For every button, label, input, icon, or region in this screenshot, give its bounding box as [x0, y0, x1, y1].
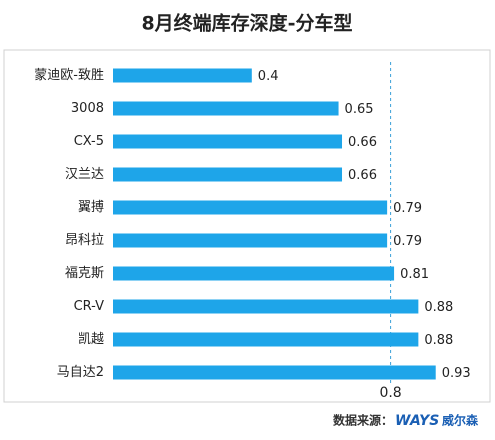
category-label: 凯越 — [78, 332, 104, 347]
category-label: 马自达2 — [57, 365, 104, 380]
value-label: 0.88 — [424, 333, 453, 348]
bar — [113, 167, 343, 182]
category-label: 汉兰达 — [65, 167, 104, 182]
bar — [113, 266, 395, 281]
reference-label: 0.8 — [379, 385, 401, 401]
value-label: 0.65 — [345, 102, 374, 117]
bar — [113, 134, 343, 149]
bar — [113, 299, 419, 314]
chart-title: 8月终端库存深度-分车型 — [141, 12, 352, 35]
bar — [113, 200, 388, 215]
source-brand: WAYS — [395, 413, 439, 429]
value-label: 0.88 — [424, 300, 453, 315]
value-label: 0.4 — [258, 69, 279, 84]
category-label: 福克斯 — [65, 266, 104, 281]
bar — [113, 68, 252, 83]
bar — [113, 332, 419, 347]
source-name: 威尔森 — [442, 413, 479, 428]
value-label: 0.66 — [348, 168, 377, 183]
value-label: 0.79 — [393, 201, 422, 216]
category-label: CR-V — [74, 299, 105, 314]
bar — [113, 233, 388, 248]
value-label: 0.93 — [442, 366, 471, 381]
category-label: 昂科拉 — [65, 233, 104, 248]
bar — [113, 365, 436, 380]
value-label: 0.79 — [393, 234, 422, 249]
value-label: 0.66 — [348, 135, 377, 150]
bar — [113, 101, 339, 116]
plot-frame — [3, 49, 491, 403]
source-label: 数据来源： — [333, 413, 393, 428]
category-label: 翼搏 — [78, 199, 104, 215]
category-label: 蒙迪欧-致胜 — [34, 68, 104, 83]
category-label: 3008 — [71, 101, 104, 116]
value-label: 0.81 — [400, 267, 429, 282]
category-label: CX-5 — [74, 134, 104, 149]
